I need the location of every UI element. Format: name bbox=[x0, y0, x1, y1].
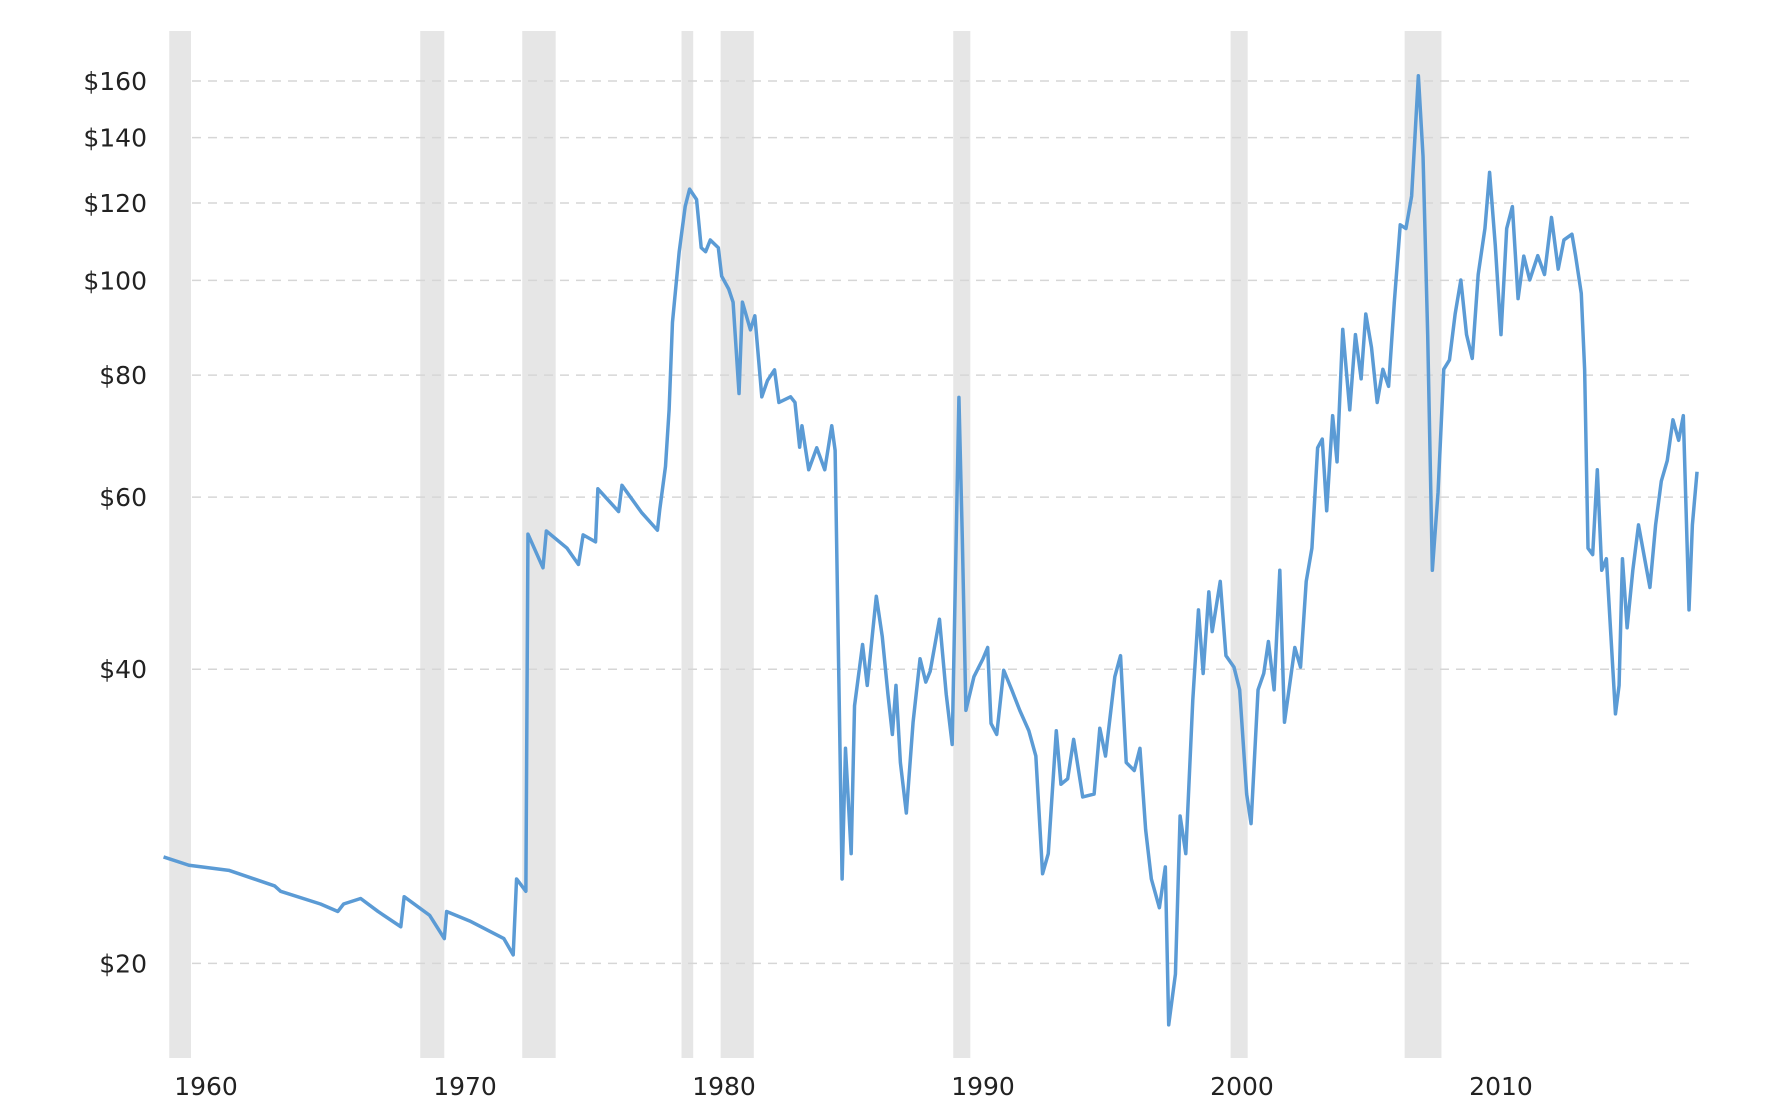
y-tick-label: $60 bbox=[99, 483, 147, 512]
recession-band bbox=[681, 31, 694, 1058]
price-line bbox=[163, 73, 1699, 1027]
y-tick-label: $20 bbox=[99, 949, 147, 978]
recession-band bbox=[420, 31, 445, 1058]
y-tick-label: $80 bbox=[99, 361, 147, 390]
recession-band bbox=[720, 31, 754, 1058]
y-tick-label: $100 bbox=[83, 266, 147, 295]
y-tick-label: $120 bbox=[83, 189, 147, 218]
x-tick-label: 2000 bbox=[1210, 1072, 1274, 1101]
x-tick-label: 1970 bbox=[433, 1072, 497, 1101]
x-tick-label: 1960 bbox=[174, 1072, 238, 1101]
y-tick-label: $40 bbox=[99, 655, 147, 684]
recession-band bbox=[169, 31, 192, 1058]
x-tick-label: 2010 bbox=[1469, 1072, 1533, 1101]
y-tick-label: $160 bbox=[83, 67, 147, 96]
x-tick-label: 1990 bbox=[951, 1072, 1015, 1101]
x-tick-label: 1980 bbox=[692, 1072, 756, 1101]
y-tick-label: $140 bbox=[83, 124, 147, 153]
recession-band bbox=[1230, 31, 1248, 1058]
